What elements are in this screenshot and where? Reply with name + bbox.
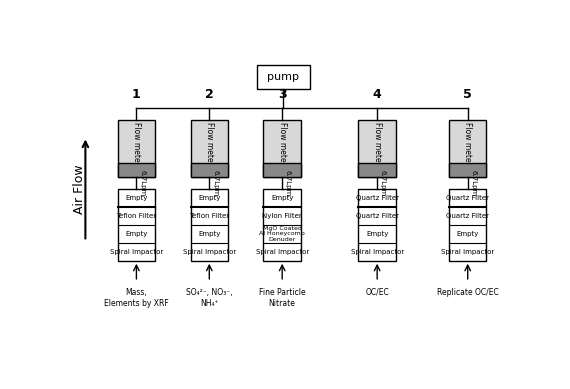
Text: SO₄²⁻, NO₃⁻,
NH₄⁺: SO₄²⁻, NO₃⁻, NH₄⁺: [186, 288, 233, 308]
Text: OC/EC: OC/EC: [365, 288, 389, 297]
Text: Empty: Empty: [125, 231, 148, 237]
Text: 6.7Lpm: 6.7Lpm: [470, 170, 477, 196]
Text: Flow mete: Flow mete: [132, 122, 141, 161]
Text: 6.7Lpm: 6.7Lpm: [139, 170, 145, 196]
Bar: [190, 120, 228, 177]
Text: Empty: Empty: [366, 231, 388, 237]
Bar: [449, 189, 487, 261]
Text: MgO Coated
Al Honeycomb
Denuder: MgO Coated Al Honeycomb Denuder: [259, 226, 305, 242]
Text: Empty: Empty: [271, 195, 294, 201]
Bar: [190, 163, 228, 177]
Bar: [263, 189, 301, 261]
Bar: [117, 120, 155, 177]
Text: Teflon Filter: Teflon Filter: [189, 213, 229, 219]
Text: Mass,
Elements by XRF: Mass, Elements by XRF: [104, 288, 169, 308]
Text: 5: 5: [463, 88, 472, 101]
Text: Flow mete: Flow mete: [205, 122, 214, 161]
Text: 1: 1: [132, 88, 141, 101]
Text: Nylon Filter: Nylon Filter: [262, 213, 302, 219]
Text: 4: 4: [373, 88, 381, 101]
Bar: [263, 120, 301, 177]
Text: Empty: Empty: [457, 231, 479, 237]
Bar: [263, 163, 301, 177]
Bar: [359, 189, 396, 261]
Text: Quartz Filter: Quartz Filter: [356, 195, 398, 201]
Text: Flow mete: Flow mete: [463, 122, 472, 161]
Text: Spiral Impactor: Spiral Impactor: [441, 249, 494, 255]
Bar: [117, 189, 155, 261]
Bar: [449, 120, 487, 177]
Text: Flow mete: Flow mete: [278, 122, 287, 161]
Text: 6.7Lpm: 6.7Lpm: [285, 170, 291, 196]
Text: Empty: Empty: [125, 195, 148, 201]
Text: Quartz Filter: Quartz Filter: [446, 195, 489, 201]
Text: Spiral Impactor: Spiral Impactor: [255, 249, 309, 255]
Text: Empty: Empty: [198, 231, 221, 237]
Bar: [190, 163, 228, 177]
Text: 3: 3: [278, 88, 287, 101]
Bar: [117, 163, 155, 177]
Text: Flow mete: Flow mete: [373, 122, 382, 161]
Text: Fine Particle
Nitrate: Fine Particle Nitrate: [259, 288, 306, 308]
Text: Air Flow: Air Flow: [73, 164, 86, 214]
Bar: [117, 163, 155, 177]
Bar: [256, 65, 310, 89]
Text: Replicate OC/EC: Replicate OC/EC: [437, 288, 499, 297]
Text: Quartz Filter: Quartz Filter: [446, 213, 489, 219]
Bar: [359, 163, 396, 177]
Bar: [359, 163, 396, 177]
Text: Spiral Impactor: Spiral Impactor: [351, 249, 404, 255]
Bar: [449, 163, 487, 177]
Bar: [263, 163, 301, 177]
Bar: [359, 120, 396, 177]
Text: 2: 2: [205, 88, 214, 101]
Text: Teflon Filter: Teflon Filter: [116, 213, 157, 219]
Text: 6.7Lpm: 6.7Lpm: [212, 170, 218, 196]
Text: pump: pump: [267, 72, 299, 82]
Text: Empty: Empty: [198, 195, 221, 201]
Bar: [190, 189, 228, 261]
Text: Spiral Impactor: Spiral Impactor: [110, 249, 163, 255]
Text: Quartz Filter: Quartz Filter: [356, 213, 398, 219]
Text: 6.7Lpm: 6.7Lpm: [380, 170, 386, 196]
Bar: [449, 163, 487, 177]
Text: Spiral Impactor: Spiral Impactor: [182, 249, 236, 255]
